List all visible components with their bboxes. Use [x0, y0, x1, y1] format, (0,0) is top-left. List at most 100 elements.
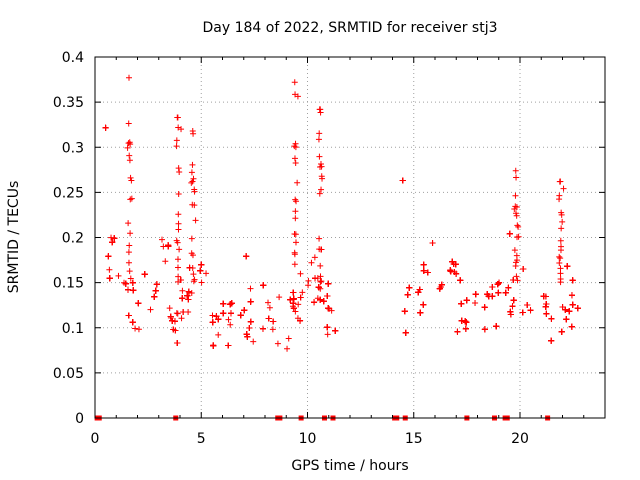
- data-point: [291, 231, 298, 238]
- data-point: [210, 342, 217, 349]
- data-point: [324, 324, 331, 331]
- data-point: [227, 301, 234, 308]
- data-point: [527, 307, 534, 314]
- data-point: [494, 281, 501, 288]
- data-point: [316, 130, 323, 137]
- data-point: [151, 293, 158, 300]
- data-point: [318, 278, 325, 285]
- data-point: [169, 317, 176, 324]
- data-point: [175, 190, 182, 197]
- y-tick-label: 0.25: [53, 185, 84, 201]
- data-point: [203, 270, 210, 277]
- data-point: [175, 220, 182, 227]
- data-point: [502, 289, 509, 296]
- data-point: [175, 226, 182, 233]
- data-point: [519, 309, 526, 316]
- data-point: [317, 278, 324, 285]
- y-tick-label: 0.35: [53, 95, 84, 111]
- data-point: [308, 259, 315, 266]
- data-point: [173, 310, 180, 317]
- data-point: [191, 276, 198, 283]
- data-point: [171, 318, 178, 325]
- data-point: [449, 258, 456, 265]
- data-point: [311, 254, 318, 261]
- data-point: [402, 329, 409, 336]
- data-point: [317, 262, 324, 269]
- data-point: [454, 328, 461, 335]
- data-point: [557, 255, 564, 262]
- data-point: [102, 124, 109, 131]
- data-point: [106, 266, 113, 273]
- data-point: [569, 301, 576, 308]
- data-point: [135, 300, 142, 307]
- data-point: [174, 310, 181, 317]
- data-point: [291, 79, 298, 86]
- data-point: [175, 165, 182, 172]
- data-point: [174, 114, 181, 121]
- data-point: [179, 295, 186, 302]
- chart-title: Day 184 of 2022, SRMTID for receiver stj…: [203, 20, 498, 36]
- data-point: [127, 230, 134, 237]
- data-point: [316, 190, 323, 197]
- data-point: [324, 331, 331, 338]
- data-point: [125, 249, 132, 256]
- data-point: [317, 273, 324, 280]
- data-point: [227, 321, 234, 328]
- data-point: [189, 252, 196, 259]
- data-point: [484, 291, 491, 298]
- data-point: [512, 262, 519, 269]
- data-point: [316, 153, 323, 160]
- data-point: [185, 308, 192, 315]
- data-point: [557, 265, 564, 272]
- data-point: [297, 294, 304, 301]
- data-point: [559, 304, 566, 311]
- data-point: [243, 331, 250, 338]
- data-point: [472, 291, 479, 298]
- data-point: [184, 292, 191, 299]
- data-point: [108, 234, 115, 241]
- data-point: [185, 296, 192, 303]
- data-point: [317, 163, 324, 170]
- data-point: [542, 303, 549, 310]
- data-point: [237, 312, 244, 319]
- data-point: [510, 297, 517, 304]
- data-point: [513, 257, 520, 264]
- data-point: [505, 284, 512, 291]
- data-point: [560, 185, 567, 192]
- data-point: [147, 306, 154, 313]
- data-point: [513, 203, 520, 210]
- y-tick-label: 0.1: [62, 321, 84, 337]
- data-point: [259, 325, 266, 332]
- data-point: [489, 283, 496, 290]
- data-point: [292, 159, 299, 166]
- data-point: [125, 312, 132, 319]
- x-tick-label: 5: [197, 431, 206, 447]
- axis-ticks: 0 0.05 0.1 0.15 0.2 0.25 0.3 0.35 0.4 0 5 10 15 20: [53, 50, 605, 447]
- data-point: [514, 234, 521, 241]
- data-point: [512, 210, 519, 217]
- data-point: [189, 264, 196, 271]
- data-point: [209, 319, 216, 326]
- data-point: [481, 304, 488, 311]
- data-point: [188, 169, 195, 176]
- data-point: [260, 282, 267, 289]
- data-point: [174, 264, 181, 271]
- data-point: [420, 301, 427, 308]
- data-point: [509, 303, 516, 310]
- data-point: [562, 306, 569, 313]
- data-point: [493, 323, 500, 330]
- data-point: [175, 278, 182, 285]
- data-point: [558, 211, 565, 218]
- data-point: [127, 196, 134, 203]
- data-point: [265, 299, 272, 306]
- data-point: [326, 305, 333, 312]
- data-point: [191, 202, 198, 209]
- data-point: [185, 288, 192, 295]
- data-point: [416, 286, 423, 293]
- data-point: [557, 279, 564, 286]
- data-point: [190, 175, 197, 182]
- data-point: [124, 144, 131, 151]
- data-point: [406, 284, 413, 291]
